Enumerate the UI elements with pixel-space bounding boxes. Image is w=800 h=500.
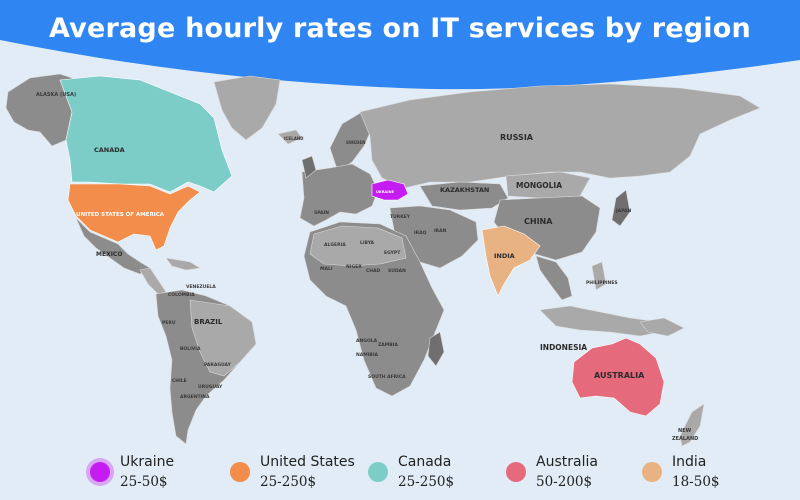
- legend-range: 50-200$: [536, 474, 593, 490]
- legend-range: 18-50$: [672, 474, 720, 490]
- label-sweden: SWEDEN: [346, 140, 365, 145]
- page-title: Average hourly rates on IT services by r…: [49, 13, 751, 44]
- region-australia: [571, 337, 665, 417]
- region-alaska: [5, 73, 79, 147]
- label-chile: CHILE: [172, 378, 187, 384]
- label-canada: CANADA: [94, 146, 125, 154]
- label-china: CHINA: [524, 217, 553, 226]
- label-brazil: BRAZIL: [194, 318, 223, 326]
- label-angola: ANGOLA: [356, 338, 378, 344]
- label-new-zealand-line1: NEW: [678, 428, 692, 434]
- legend-label: Australia: [536, 454, 598, 470]
- legend: Ukraine 25-50$ United States 25-250$ Can…: [0, 450, 800, 500]
- region-canada: [59, 75, 233, 193]
- legend-swatch-united-states: [230, 462, 250, 482]
- label-spain: SPAIN: [314, 210, 329, 216]
- label-bolivia: BOLIVIA: [180, 346, 201, 352]
- label-turkey: TURKEY: [390, 214, 411, 220]
- label-sudan: SUDAN: [388, 268, 406, 274]
- legend-range: 25-50$: [120, 474, 168, 490]
- label-ukraine: UKRAINE: [376, 190, 395, 194]
- label-philippines: PHILIPPINES: [586, 280, 618, 286]
- region-europe: [299, 163, 379, 227]
- label-niger: NIGER: [346, 264, 362, 270]
- label-zambia: ZAMBIA: [378, 342, 398, 348]
- legend-label: Canada: [398, 454, 452, 470]
- region-usa: [67, 183, 201, 251]
- label-kazakhstan: KAZAKHSTAN: [440, 186, 489, 194]
- label-uruguay: URUGUAY: [198, 384, 223, 390]
- legend-label: Ukraine: [120, 454, 175, 470]
- label-peru: PERU: [162, 320, 176, 326]
- legend-range: 25-250$: [260, 474, 317, 490]
- label-egypt: EGYPT: [384, 250, 401, 256]
- label-new-zealand-line2: ZEALAND: [672, 436, 698, 442]
- region-iceland: [277, 129, 303, 145]
- title-banner: [0, 0, 800, 90]
- label-usa: UNITED STATES OF AMERICA: [76, 212, 165, 218]
- label-mexico: MEXICO: [96, 251, 122, 258]
- region-uk: [301, 155, 317, 179]
- region-new-guinea: [639, 317, 685, 337]
- label-alaska: ALASKA (USA): [36, 92, 76, 98]
- region-greenland: [213, 75, 281, 141]
- region-caribbean: [165, 257, 201, 271]
- label-chad: CHAD: [366, 268, 381, 274]
- label-australia: AUSTRALIA: [594, 371, 645, 380]
- legend-swatch-australia: [506, 462, 526, 482]
- label-algeria: ALGERIA: [324, 242, 346, 248]
- legend-swatch-canada: [368, 462, 388, 482]
- legend-label: United States: [260, 454, 355, 470]
- legend-label: India: [672, 454, 707, 470]
- region-japan: [611, 189, 631, 227]
- label-indonesia: INDONESIA: [540, 343, 587, 352]
- region-india: [481, 225, 541, 297]
- label-iraq: IRAQ: [414, 230, 427, 236]
- region-central-america: [139, 267, 167, 295]
- label-argentina: ARGENTINA: [180, 394, 210, 400]
- label-japan: JAPAN: [615, 208, 632, 214]
- region-madagascar: [427, 331, 445, 367]
- label-colombia: COLOMBIA: [168, 292, 195, 298]
- label-south-africa: SOUTH AFRICA: [368, 374, 406, 380]
- label-iran: IRAN: [434, 228, 447, 234]
- region-north-africa: [309, 225, 407, 267]
- label-libya: LIBYA: [360, 240, 375, 246]
- legend-range: 25-250$: [398, 474, 455, 490]
- region-new-zealand: [679, 403, 705, 447]
- legend-swatch-india: [642, 462, 662, 482]
- region-africa: [303, 221, 445, 397]
- region-southeast-asia: [535, 255, 573, 301]
- legend-swatch-ukraine: [90, 462, 110, 482]
- label-venezuela: VENEZUELA: [186, 284, 216, 290]
- label-iceland: ICELAND: [284, 136, 304, 141]
- label-russia: RUSSIA: [500, 133, 534, 142]
- label-mongolia: MONGOLIA: [516, 181, 562, 190]
- label-paraguay: PARAGUAY: [204, 362, 232, 368]
- label-india: INDIA: [494, 252, 515, 260]
- label-mali: MALI: [320, 266, 333, 272]
- region-ukraine: [371, 179, 409, 201]
- region-brazil: [189, 299, 257, 377]
- label-namibia: NAMIBIA: [356, 352, 379, 358]
- region-philippines: [591, 261, 607, 291]
